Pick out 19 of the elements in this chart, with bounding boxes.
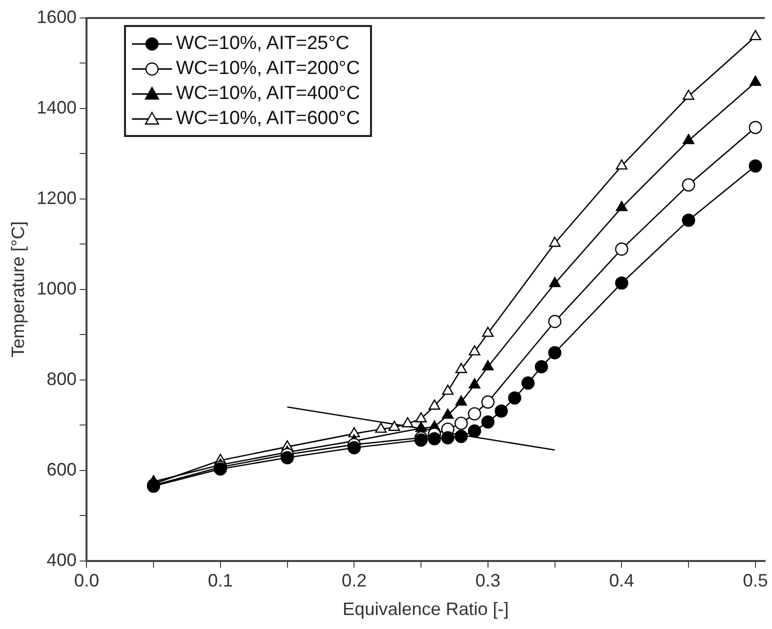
x-tick-label: 0.5: [742, 570, 768, 591]
y-tick-label: 600: [46, 459, 77, 480]
y-tick-label: 1200: [36, 188, 77, 208]
y-tick-label: 1000: [36, 278, 77, 298]
x-tick-label: 0.0: [74, 570, 100, 591]
legend-label: WC=10%, AIT=400°C: [176, 82, 360, 106]
legend-label: WC=10%, AIT=600°C: [176, 107, 360, 131]
legend-label: WC=10%, AIT=200°C: [176, 57, 360, 81]
y-tick-label: 1600: [36, 6, 77, 27]
y-tick-label: 1400: [36, 97, 77, 118]
legend-label: WC=10%, AIT=25°C: [176, 32, 350, 56]
y-tick-label: 400: [46, 550, 77, 570]
x-tick-label: 0.1: [208, 570, 233, 591]
x-tick-label: 0.3: [475, 570, 500, 591]
x-tick-label: 0.2: [342, 570, 367, 591]
y-tick-label: 800: [46, 368, 77, 389]
y-axis-title: Temperature [°C]: [8, 221, 28, 358]
x-axis-title: Equivalence Ratio [-]: [342, 599, 509, 620]
x-tick-label: 0.4: [609, 570, 634, 591]
